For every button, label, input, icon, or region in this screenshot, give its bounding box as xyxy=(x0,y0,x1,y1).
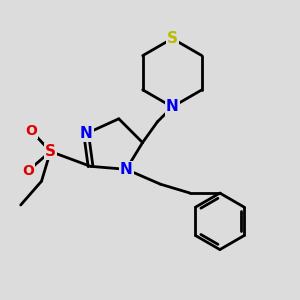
Text: N: N xyxy=(120,162,133,177)
Text: N: N xyxy=(166,99,179,114)
Text: S: S xyxy=(45,144,56,159)
Text: O: O xyxy=(25,124,37,138)
Text: N: N xyxy=(80,126,92,141)
Text: O: O xyxy=(22,164,34,178)
Text: S: S xyxy=(167,31,178,46)
